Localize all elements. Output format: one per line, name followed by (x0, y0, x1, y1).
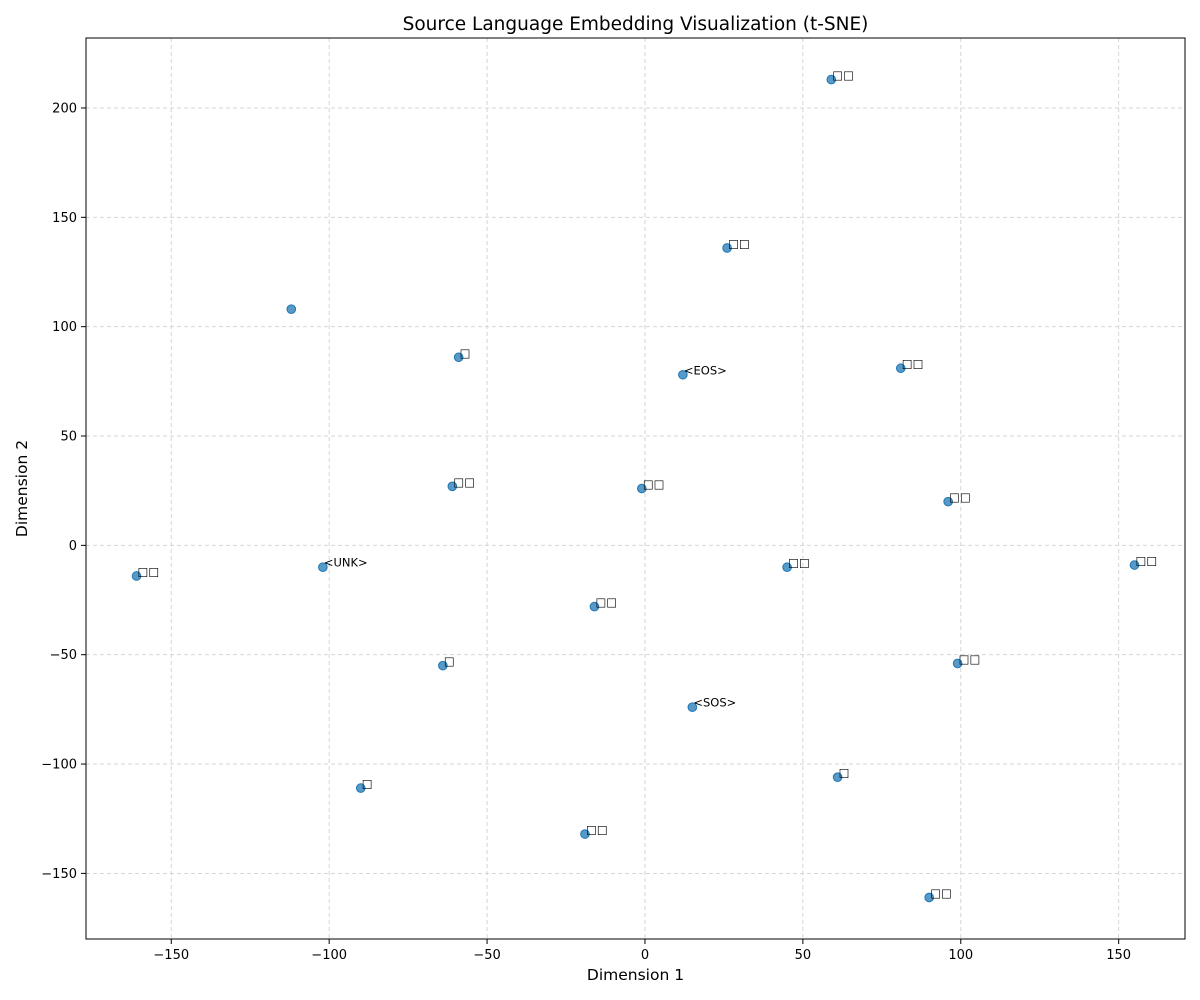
point-label: □□ (930, 886, 952, 900)
point-labels: □□□□□<EOS> □□□□ □□□□□□<UNK> □□ □□□□□ □□<SOS>□… (138, 68, 1158, 900)
data-point (355, 783, 366, 793)
point-label: □ (362, 777, 373, 791)
x-tick-label: −150 (153, 948, 189, 963)
data-point (580, 829, 590, 839)
x-tick-label: 150 (1106, 948, 1131, 963)
data-point (895, 363, 906, 374)
data-point (722, 243, 732, 253)
data-point (832, 772, 843, 782)
x-tick-label: 50 (795, 948, 812, 963)
data-points (131, 74, 1140, 903)
data-point (924, 892, 934, 903)
data-point (678, 369, 688, 380)
data-point (286, 304, 297, 314)
y-tick-label: 0 (69, 539, 77, 554)
x-tick-label: −50 (473, 948, 500, 963)
grid (86, 38, 1185, 939)
y-tick-label: −50 (50, 648, 77, 663)
point-label: □ (460, 346, 471, 360)
point-label: <EOS> (684, 363, 727, 377)
x-tick-label: 0 (641, 948, 649, 963)
point-label: □□ (788, 556, 810, 570)
y-tick-label: −150 (41, 867, 77, 882)
x-tick-label: −100 (311, 948, 347, 963)
data-point (318, 562, 328, 573)
data-point (131, 571, 142, 581)
point-label: <SOS> (693, 696, 736, 710)
y-tick-label: 50 (60, 430, 77, 445)
point-label: □□ (595, 595, 617, 609)
point-label: □□ (832, 68, 854, 82)
data-point (687, 702, 698, 712)
y-tick-label: 100 (52, 320, 77, 335)
data-point (1129, 560, 1140, 570)
y-axis-label: Dimension 2 (13, 440, 31, 537)
point-label: □ (839, 766, 850, 780)
point-label: □□ (138, 564, 160, 578)
data-point (637, 483, 647, 494)
data-point (438, 660, 448, 671)
y-tick-label: 200 (52, 101, 77, 116)
point-label: □□ (1135, 554, 1157, 568)
point-label: □□ (902, 357, 924, 371)
x-axis-label: Dimension 1 (587, 966, 684, 984)
point-label: □ (444, 654, 455, 668)
data-point (943, 496, 953, 507)
point-label: □□ (586, 823, 608, 837)
point-label: □□ (643, 477, 665, 491)
data-point (453, 352, 464, 363)
data-point (782, 562, 792, 573)
x-tick-label: 100 (948, 948, 973, 963)
plot-frame (85, 37, 1186, 940)
point-label: □□ (453, 475, 475, 489)
y-tick-label: 150 (52, 211, 77, 226)
point-label: □□ (949, 490, 971, 504)
axis-ticks: −150 −100 −50 0 50 100 150 −150 −100 −50 0 50 100 150… (41, 101, 1131, 963)
y-tick-label: −100 (41, 758, 77, 773)
point-label: □□ (728, 236, 750, 250)
data-point (952, 658, 963, 669)
chart-title: Source Language Embedding Visualization … (403, 14, 869, 35)
point-label: □□ (959, 652, 981, 666)
data-point (826, 74, 837, 85)
point-label: <UNK> (324, 556, 368, 570)
data-point (447, 481, 458, 492)
data-point (589, 601, 600, 612)
